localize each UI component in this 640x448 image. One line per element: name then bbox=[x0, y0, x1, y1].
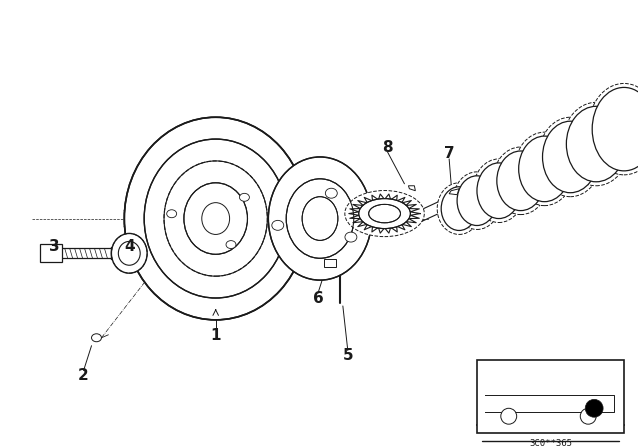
Ellipse shape bbox=[164, 161, 268, 276]
Ellipse shape bbox=[543, 121, 598, 193]
Ellipse shape bbox=[538, 117, 602, 197]
Ellipse shape bbox=[493, 147, 548, 215]
Ellipse shape bbox=[345, 190, 424, 237]
Bar bbox=[40, 244, 61, 262]
Ellipse shape bbox=[566, 106, 626, 182]
Text: 7: 7 bbox=[444, 146, 454, 161]
Ellipse shape bbox=[369, 204, 401, 223]
Ellipse shape bbox=[453, 172, 500, 229]
Circle shape bbox=[580, 408, 596, 424]
Ellipse shape bbox=[92, 334, 102, 342]
Ellipse shape bbox=[239, 194, 250, 201]
Ellipse shape bbox=[592, 87, 640, 171]
Ellipse shape bbox=[345, 232, 357, 242]
Ellipse shape bbox=[144, 139, 287, 298]
Text: 4: 4 bbox=[124, 239, 134, 254]
Text: 5: 5 bbox=[342, 348, 353, 363]
Ellipse shape bbox=[457, 176, 497, 225]
Text: 1: 1 bbox=[211, 328, 221, 343]
Text: 3: 3 bbox=[49, 239, 60, 254]
Circle shape bbox=[585, 399, 603, 417]
Ellipse shape bbox=[272, 220, 284, 230]
Ellipse shape bbox=[515, 132, 574, 206]
Ellipse shape bbox=[184, 183, 248, 254]
Ellipse shape bbox=[441, 187, 477, 230]
Ellipse shape bbox=[302, 197, 338, 241]
Text: 6: 6 bbox=[312, 290, 323, 306]
Text: 2: 2 bbox=[78, 368, 89, 383]
Ellipse shape bbox=[166, 210, 177, 218]
Ellipse shape bbox=[497, 151, 545, 211]
Ellipse shape bbox=[124, 117, 307, 320]
Ellipse shape bbox=[268, 157, 372, 280]
Ellipse shape bbox=[118, 241, 140, 265]
Bar bbox=[324, 259, 336, 267]
Ellipse shape bbox=[437, 183, 481, 234]
Text: 8: 8 bbox=[382, 139, 393, 155]
Ellipse shape bbox=[226, 241, 236, 249]
Ellipse shape bbox=[473, 159, 525, 223]
Polygon shape bbox=[408, 186, 415, 191]
Ellipse shape bbox=[518, 136, 570, 202]
Ellipse shape bbox=[325, 188, 337, 198]
Ellipse shape bbox=[286, 179, 354, 258]
Polygon shape bbox=[449, 189, 459, 195]
Bar bbox=[477, 360, 624, 433]
Text: 3C0**365: 3C0**365 bbox=[529, 439, 572, 448]
Ellipse shape bbox=[563, 102, 630, 186]
Ellipse shape bbox=[359, 198, 410, 228]
Ellipse shape bbox=[588, 83, 640, 175]
Ellipse shape bbox=[111, 233, 147, 273]
Circle shape bbox=[500, 408, 516, 424]
Ellipse shape bbox=[477, 163, 521, 219]
